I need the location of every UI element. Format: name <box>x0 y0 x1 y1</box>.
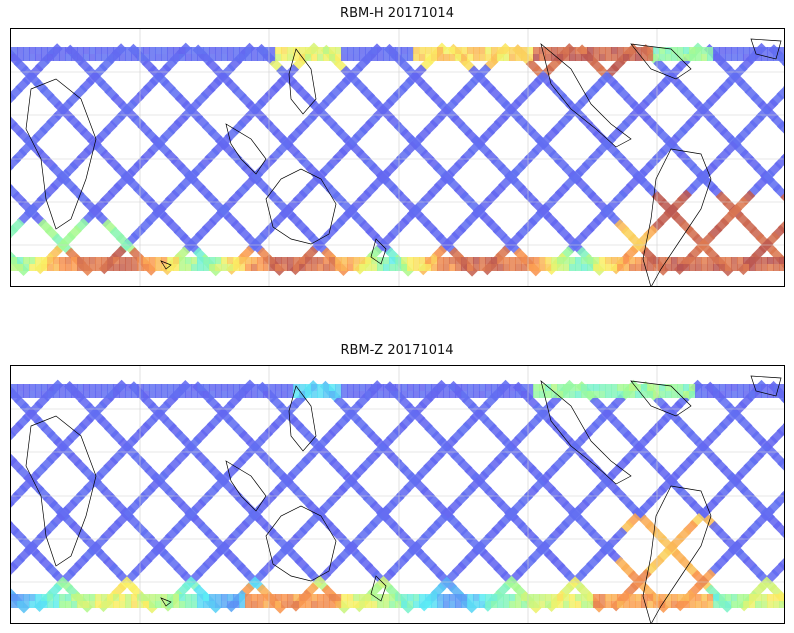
map-panel-top <box>10 28 785 287</box>
gridlines-bottom <box>11 366 784 623</box>
swath-layer-bottom <box>11 379 784 614</box>
coastlines-bottom <box>25 375 782 623</box>
coastlines-top <box>25 38 782 286</box>
swath-layer-top <box>11 42 784 277</box>
gridlines-top <box>11 29 784 286</box>
panel-bottom-title: RBM-Z 20171014 <box>340 343 454 358</box>
panel-top-title: RBM-H 20171014 <box>340 6 454 21</box>
map-panel-bottom <box>10 365 785 624</box>
map-panel-bottom-svg <box>11 366 784 623</box>
map-panel-top-svg <box>11 29 784 286</box>
